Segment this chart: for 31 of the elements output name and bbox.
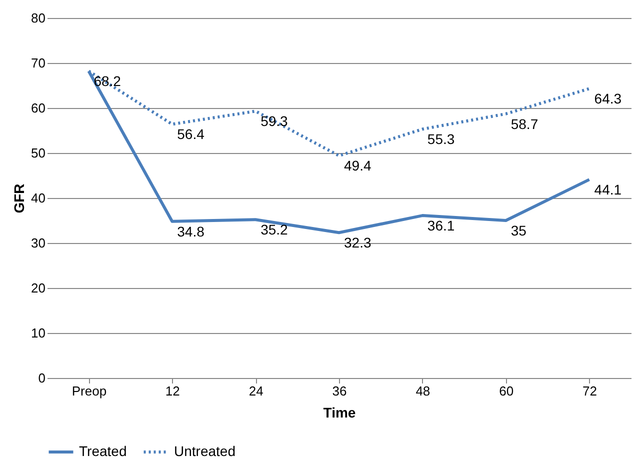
y-tick-label: 60 — [31, 100, 46, 116]
x-tick-label: 24 — [248, 384, 264, 398]
y-tick-label: 40 — [31, 190, 46, 206]
data-label: 36.1 — [427, 218, 455, 234]
x-tick-label: 36 — [332, 384, 347, 398]
x-axis-title: Time — [323, 404, 356, 420]
x-tick-label: 12 — [165, 384, 180, 398]
y-tick-label: 70 — [31, 56, 46, 70]
y-tick-label: 20 — [31, 280, 46, 296]
y-tick-label: 10 — [31, 326, 46, 340]
x-tick-label: 60 — [499, 384, 514, 398]
y-tick-label: 50 — [31, 146, 46, 160]
data-label: 55.3 — [427, 131, 455, 148]
data-label: 64.3 — [594, 90, 622, 107]
data-label: 32.3 — [344, 234, 372, 251]
y-axis-title: GFR — [11, 184, 28, 214]
data-label: 35 — [510, 222, 527, 238]
x-tick-label: 72 — [582, 384, 598, 398]
x-tick-label: 48 — [416, 384, 430, 398]
y-tick-label: 0 — [38, 370, 46, 386]
data-label: 44.1 — [594, 182, 622, 198]
data-label: 35.2 — [260, 222, 288, 238]
legend-label: Untreated — [174, 443, 236, 459]
data-label: 49.4 — [344, 158, 372, 174]
data-label: 34.8 — [177, 223, 205, 240]
x-tick-label: Preop — [72, 384, 107, 398]
data-label: 56.4 — [177, 126, 205, 142]
legend-label: Treated — [79, 443, 127, 459]
data-label: 58.7 — [510, 116, 538, 132]
y-tick-label: 30 — [31, 236, 46, 250]
y-tick-label: 80 — [31, 10, 46, 26]
